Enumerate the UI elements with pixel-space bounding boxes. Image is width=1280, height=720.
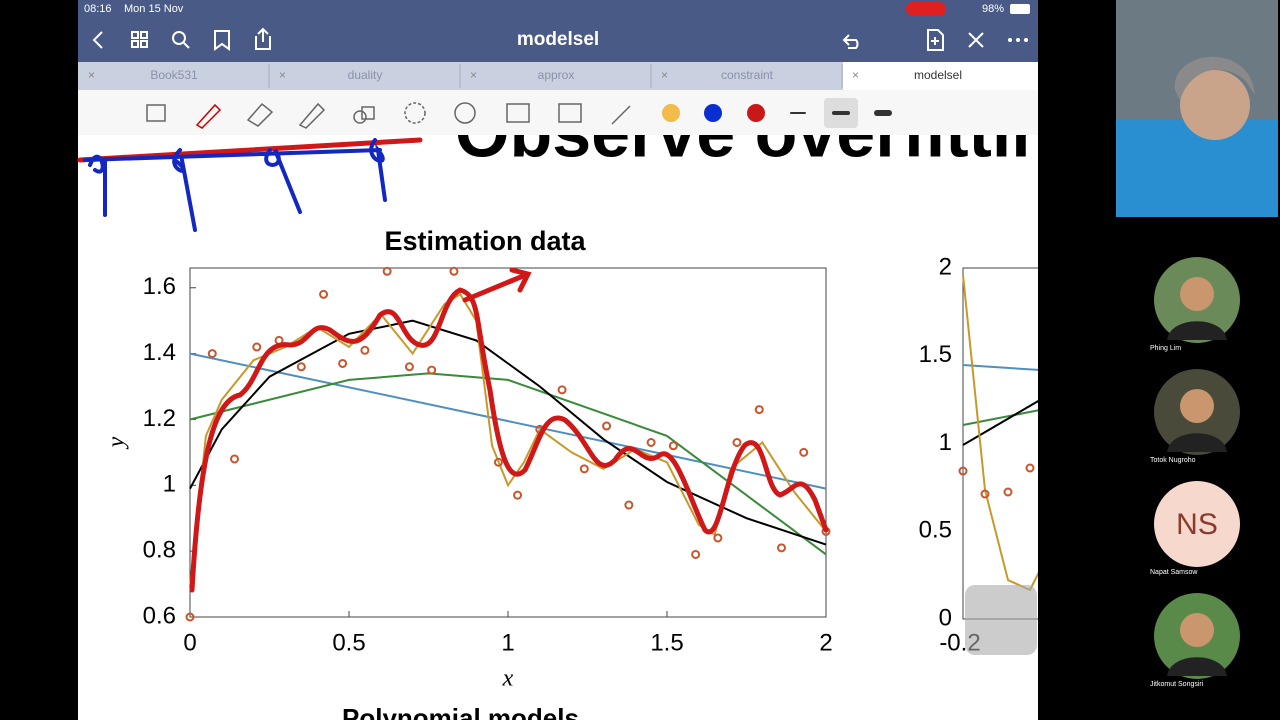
tab-label[interactable]: approx [538,68,575,82]
data-point [185,612,195,622]
x-tick-label: 0 [183,629,196,656]
participant-name: Totok Nugroho [1150,457,1196,464]
data-point [668,441,678,451]
data-point [513,490,523,500]
data-point [404,362,414,372]
data-point [980,489,990,499]
fit-line [962,409,1038,426]
data-point [207,349,217,359]
data-point [427,365,437,375]
data-point [713,533,723,543]
participant-avatar[interactable] [1154,481,1240,567]
fit-line [189,319,827,546]
data-point [360,345,370,355]
participant-initials: NS [1176,508,1218,541]
y-tick-label: 0.6 [143,602,176,629]
y-tick-label: 1 [163,471,176,498]
data-point [252,342,262,352]
document-title[interactable]: modelsel [517,29,599,50]
y-tick-label: 0.5 [919,517,952,544]
data-point [624,500,634,510]
tab-label[interactable]: modelsel [914,68,962,82]
slide-footer: Polynomial models [342,703,579,720]
fit-line [962,274,1038,592]
participant-name: Napat Samsow [1150,569,1198,576]
chart-title: Estimation data [384,226,586,256]
participant-body [1167,321,1227,340]
y-tick-label: 1.5 [919,341,952,368]
data-point [1025,463,1035,473]
data-point [732,438,742,447]
time: 08:16 [84,3,112,15]
y-axis-label: y [104,436,130,449]
ink-strokes [77,137,423,232]
data-point [1003,487,1013,497]
data-point [319,289,329,299]
battery-icon [1010,4,1030,14]
ink-stroke [189,287,829,593]
data-point [557,385,567,395]
participant-body [1167,433,1227,452]
floating-button[interactable] [965,585,1037,655]
x-tick-label: 1.5 [650,629,683,656]
nav-icons[interactable] [92,27,984,51]
record-indicator [906,2,946,16]
data-point [230,454,240,464]
x-tick-label: 2 [819,629,832,656]
tab-close[interactable]: × [470,68,477,82]
plot-area [962,267,1038,620]
tab-close[interactable]: × [279,68,286,82]
fit-line [189,372,827,556]
tab-label[interactable]: duality [348,68,383,82]
x-axis-label: x [502,666,514,692]
speaker-shirt [1116,120,1278,217]
data-point [449,266,459,276]
tab-label[interactable]: Book531 [150,68,198,82]
data-point [382,266,392,276]
data-point [691,549,701,559]
participant-face [1180,389,1214,423]
y-axis-label: y [875,437,900,449]
participant-name: Jitkomut Songsiri [1150,681,1204,688]
tab-close[interactable]: × [88,68,95,82]
fit-line [962,400,1038,446]
data-point [958,466,968,476]
data-point [296,362,306,372]
y-tick-label: 1.2 [143,405,176,432]
participant-face [1180,613,1214,647]
fit-line [962,364,1038,371]
participant-face [1180,277,1214,311]
fit-line [189,352,827,490]
data-point [579,464,589,474]
data-point [754,405,764,415]
data-point [776,543,786,553]
y-tick-label: 1.6 [143,273,176,300]
toolbar-overlay [78,90,1038,135]
data-point [493,457,503,467]
participant-body [1167,657,1227,676]
ink-arrow [462,267,532,303]
y-tick-label: 2 [939,253,952,280]
active-tab [843,62,1038,90]
y-tick-label: 1.4 [143,339,176,366]
participant-name: Phing Lim [1150,345,1181,352]
x-tick-label: 0.5 [332,629,365,656]
data-point [646,438,656,447]
data-point [602,421,612,431]
tab-close[interactable]: × [852,68,859,82]
speaker-face [1180,70,1250,140]
x-tick-label: 1 [501,629,514,656]
date: Mon 15 Nov [124,3,184,15]
battery: 98% [982,3,1004,15]
y-tick-label: 0 [939,604,952,631]
data-point [799,447,809,457]
top-bar [78,0,1038,62]
tab-close[interactable]: × [661,68,668,82]
data-point [338,358,348,368]
y-tick-label: 0.8 [143,536,176,563]
y-tick-label: 1 [939,429,952,456]
tab-label[interactable]: constraint [721,68,774,82]
